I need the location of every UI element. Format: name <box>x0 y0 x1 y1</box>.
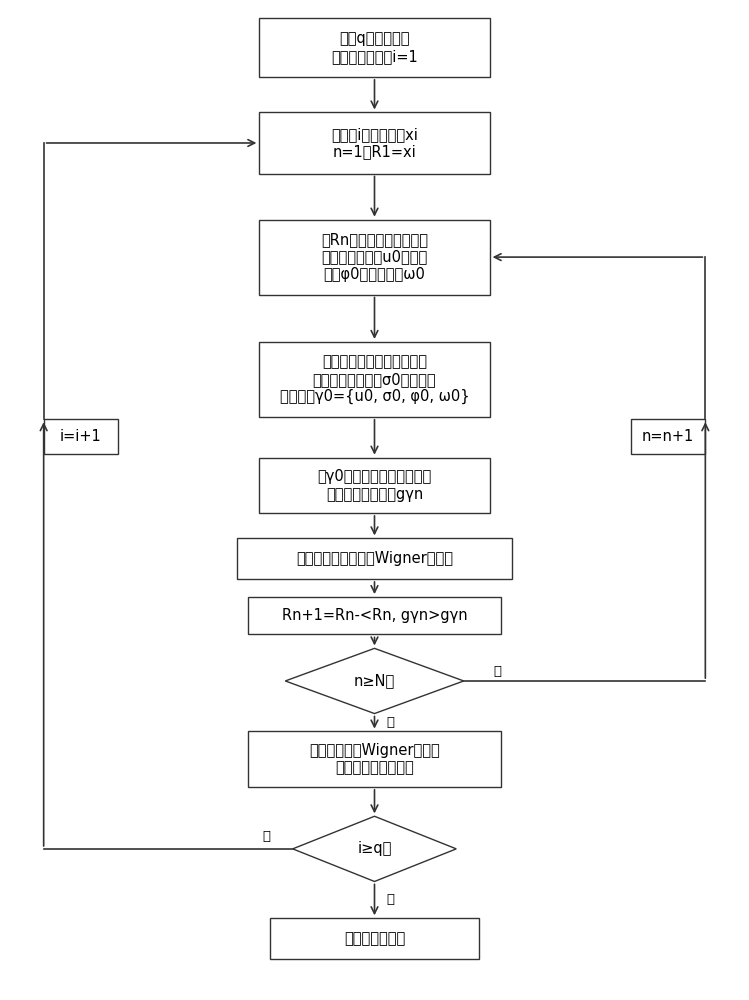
Text: Rn+1=Rn-<Rn, gγn>gγn: Rn+1=Rn-<Rn, gγn>gγn <box>282 608 467 623</box>
FancyBboxPatch shape <box>631 419 706 454</box>
Text: 是: 是 <box>386 893 395 906</box>
Text: 否: 否 <box>262 830 270 843</box>
Text: 对尺度因子进行全局搜索，
找到初始尺度因子σ0，得到初
始参数集γ0={u0, σ0, φ0, ω0}: 对尺度因子进行全局搜索， 找到初始尺度因子σ0，得到初 始参数集γ0={u0, … <box>279 354 470 404</box>
Text: 计算最佳匹配原子的Wigner高阶谱: 计算最佳匹配原子的Wigner高阶谱 <box>296 551 453 566</box>
Text: n=n+1: n=n+1 <box>642 429 694 444</box>
Text: 对Rn进行复数道分析，得
到初始时间延迟u0、初始
相位φ0和初始频率ω0: 对Rn进行复数道分析，得 到初始时间延迟u0、初始 相位φ0和初始频率ω0 <box>321 232 428 282</box>
FancyBboxPatch shape <box>248 731 501 787</box>
Text: i=i+1: i=i+1 <box>60 429 102 444</box>
Text: 以γ0为中心进行局部搜索，
找到最佳匹配原子gγn: 以γ0为中心进行局部搜索， 找到最佳匹配原子gγn <box>318 469 431 502</box>
FancyBboxPatch shape <box>259 458 490 513</box>
FancyBboxPatch shape <box>259 220 490 295</box>
Text: 输入q道地震数据
选定原子类型，i=1: 输入q道地震数据 选定原子类型，i=1 <box>331 31 418 64</box>
FancyBboxPatch shape <box>248 597 501 634</box>
Polygon shape <box>293 816 456 881</box>
FancyBboxPatch shape <box>259 112 490 174</box>
Text: 输出谱分解结果: 输出谱分解结果 <box>344 931 405 946</box>
Text: n≥N？: n≥N？ <box>354 673 395 688</box>
Text: 读取第i道地震数据xi
n=1，R1=xi: 读取第i道地震数据xi n=1，R1=xi <box>331 127 418 159</box>
Text: 是: 是 <box>386 716 395 729</box>
FancyBboxPatch shape <box>270 918 479 959</box>
FancyBboxPatch shape <box>259 342 490 417</box>
FancyBboxPatch shape <box>259 18 490 77</box>
FancyBboxPatch shape <box>237 538 512 579</box>
FancyBboxPatch shape <box>43 419 118 454</box>
Text: 对所有原子的Wigner高阶谱
求和，截取单频切片: 对所有原子的Wigner高阶谱 求和，截取单频切片 <box>309 743 440 775</box>
Text: 否: 否 <box>494 665 501 678</box>
Polygon shape <box>285 648 464 714</box>
Text: i≥q？: i≥q？ <box>357 841 392 856</box>
